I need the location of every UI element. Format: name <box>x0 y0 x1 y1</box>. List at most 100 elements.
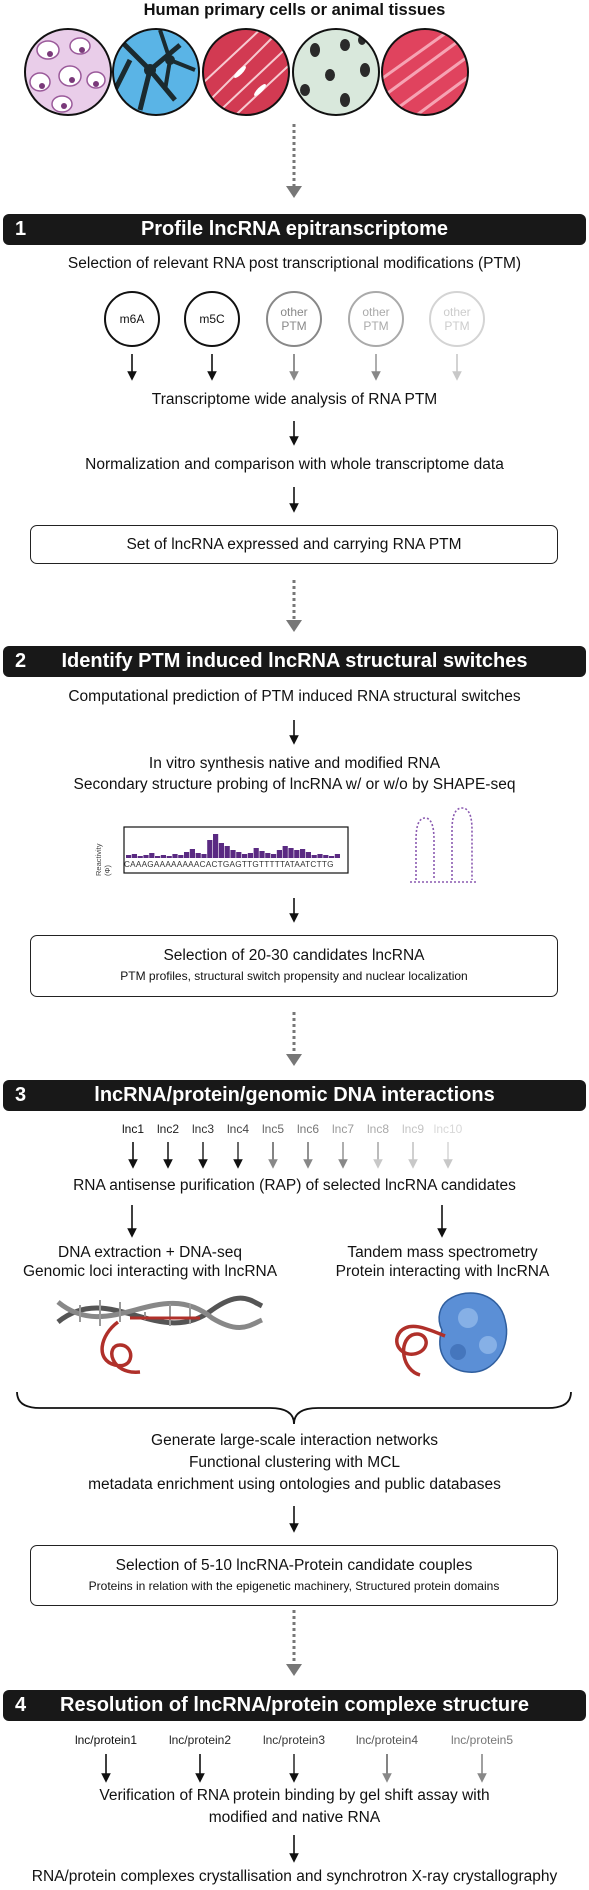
section4-title: Resolution of lncRNA/protein complexe st… <box>60 1694 529 1716</box>
reactivity-bar <box>259 851 265 858</box>
reactivity-bar <box>178 855 184 858</box>
reactivity-bar <box>160 855 166 858</box>
reactivity-bar <box>265 853 271 858</box>
mass-spec-line2: Protein interacting with lncRNA <box>335 1263 550 1280</box>
section2-selection-box: Selection of 20-30 candidates lncRNA PTM… <box>30 935 558 997</box>
section3-box-subtitle: Proteins in relation with the epigenetic… <box>88 1579 500 1593</box>
section3-number: 3 <box>15 1084 27 1106</box>
curly-brace <box>16 1391 572 1425</box>
reactivity-bar <box>317 854 323 858</box>
reactivity-bar <box>213 834 219 858</box>
reactivity-bar <box>323 855 329 858</box>
dna-extraction-line1: DNA extraction + DNA-seq <box>58 1244 242 1261</box>
lnc-label: lnc3 <box>191 1122 214 1136</box>
reactivity-bar <box>218 843 224 858</box>
rna-secondary-structure <box>410 807 478 883</box>
reactivity-bar <box>155 856 161 858</box>
section1-step1: Transcriptome wide analysis of RNA PTM <box>151 391 438 408</box>
protein-illustration <box>395 1292 508 1377</box>
section4-step1a: Verification of RNA protein binding by g… <box>99 1787 490 1804</box>
section3-box-title: Selection of 5-10 lncRNA-Protein candida… <box>115 1557 473 1574</box>
ptm-circle-other-2: other PTM <box>348 291 404 347</box>
reactivity-bar <box>329 856 335 858</box>
tissue-circle-3 <box>203 29 289 115</box>
section2-step2b: Secondary structure probing of lncRNA w/… <box>73 776 516 793</box>
lnc-label: lnc9 <box>401 1122 424 1136</box>
section1-title: Profile lncRNA epitranscriptome <box>140 218 449 240</box>
section1-subtitle: Selection of relevant RNA post transcrip… <box>67 255 522 272</box>
tissue-circle-5 <box>382 29 468 115</box>
reactivity-bar <box>294 850 300 858</box>
reactivity-bar <box>184 852 190 858</box>
reactivity-bar <box>137 856 143 858</box>
section4-banner: 4 Resolution of lncRNA/protein complexe … <box>3 1690 586 1721</box>
section3-title: lncRNA/protein/genomic DNA interactions <box>94 1084 495 1106</box>
ptm-circle-m5c: m5C <box>184 291 240 347</box>
reactivity-bar <box>242 854 248 858</box>
dna-helix-illustration <box>56 1295 264 1374</box>
reactivity-bar <box>230 850 236 858</box>
network-line3: metadata enrichment using ontologies and… <box>88 1476 501 1493</box>
reactivity-bar <box>166 856 172 858</box>
reactivity-bar <box>224 846 230 858</box>
reactivity-bar <box>236 852 242 858</box>
section4-step2: RNA/protein complexes crystallisation an… <box>31 1868 558 1885</box>
reactivity-bar <box>276 850 282 858</box>
lnc-label: lnc5 <box>261 1122 284 1136</box>
reactivity-bar <box>334 854 340 858</box>
tissue-circle-2 <box>113 29 199 115</box>
dna-extraction-text: DNA extraction + DNA-seq Genomic loci in… <box>0 1243 300 1281</box>
mass-spec-line1: Tandem mass spectrometry <box>347 1244 538 1261</box>
lnc-label: lnc4 <box>226 1122 249 1136</box>
lnc-label: lnc8 <box>366 1122 389 1136</box>
reactivity-bar <box>207 840 213 858</box>
tissue-circle-1 <box>25 29 111 115</box>
reactivity-bar <box>189 849 195 858</box>
reactivity-bar <box>149 853 155 858</box>
network-line2: Functional clustering with MCL <box>188 1454 401 1471</box>
section3-banner: 3 lncRNA/protein/genomic DNA interaction… <box>3 1080 586 1111</box>
mass-spec-text: Tandem mass spectrometry Protein interac… <box>296 1243 589 1281</box>
section1-number: 1 <box>15 218 27 240</box>
section1-box-text: Set of lncRNA expressed and carrying RNA… <box>126 536 462 553</box>
pair-label: lnc/protein2 <box>168 1733 232 1747</box>
ptm-circle-other-1: other PTM <box>266 291 322 347</box>
section4-step1b: modified and native RNA <box>208 1809 381 1826</box>
shape-reactivity-chart <box>123 826 349 874</box>
reactivity-bar <box>253 848 259 858</box>
lnc-label: lnc7 <box>331 1122 354 1136</box>
reactivity-bar <box>172 854 178 858</box>
section1-result-box: Set of lncRNA expressed and carrying RNA… <box>30 525 558 564</box>
reactivity-bar <box>282 846 288 858</box>
section3-step1: RNA antisense purification (RAP) of sele… <box>73 1177 516 1194</box>
section1-step2: Normalization and comparison with whole … <box>85 456 504 473</box>
reactivity-bar <box>126 855 132 858</box>
reactivity-bar <box>143 855 149 858</box>
section2-box-subtitle: PTM profiles, structural switch propensi… <box>120 969 468 983</box>
reactivity-bar <box>271 854 277 858</box>
reactivity-bar <box>247 853 253 858</box>
dna-extraction-line2: Genomic loci interacting with lncRNA <box>22 1263 278 1280</box>
shape-sequence: CAAAGAAAAAAAACACTGAGTTGTTTTTATAATCTTG <box>124 860 334 869</box>
reactivity-bar <box>288 848 294 858</box>
figure-title: Human primary cells or animal tissues <box>143 1 446 19</box>
reactivity-bar <box>131 854 137 858</box>
section2-box-title: Selection of 20-30 candidates lncRNA <box>163 947 425 964</box>
pair-label: lnc/protein5 <box>450 1733 514 1747</box>
pair-label: lnc/protein4 <box>355 1733 419 1747</box>
lnc-label: lnc10 <box>433 1122 463 1136</box>
section2-step2a: In vitro synthesis native and modified R… <box>148 755 441 772</box>
reactivity-bar <box>195 853 201 858</box>
tissue-circle-4 <box>293 29 379 115</box>
section2-number: 2 <box>15 650 27 672</box>
network-line1: Generate large-scale interaction network… <box>151 1432 438 1449</box>
section2-step1: Computational prediction of PTM induced … <box>68 688 521 705</box>
pair-label: lnc/protein1 <box>74 1733 138 1747</box>
ptm-circle-other-3: other PTM <box>429 291 485 347</box>
ptm-circle-m6a: m6A <box>104 291 160 347</box>
section4-number: 4 <box>15 1694 27 1716</box>
section2-title: Identify PTM induced lncRNA structural s… <box>61 650 528 672</box>
lnc-label: lnc6 <box>296 1122 319 1136</box>
reactivity-bar <box>311 855 317 858</box>
